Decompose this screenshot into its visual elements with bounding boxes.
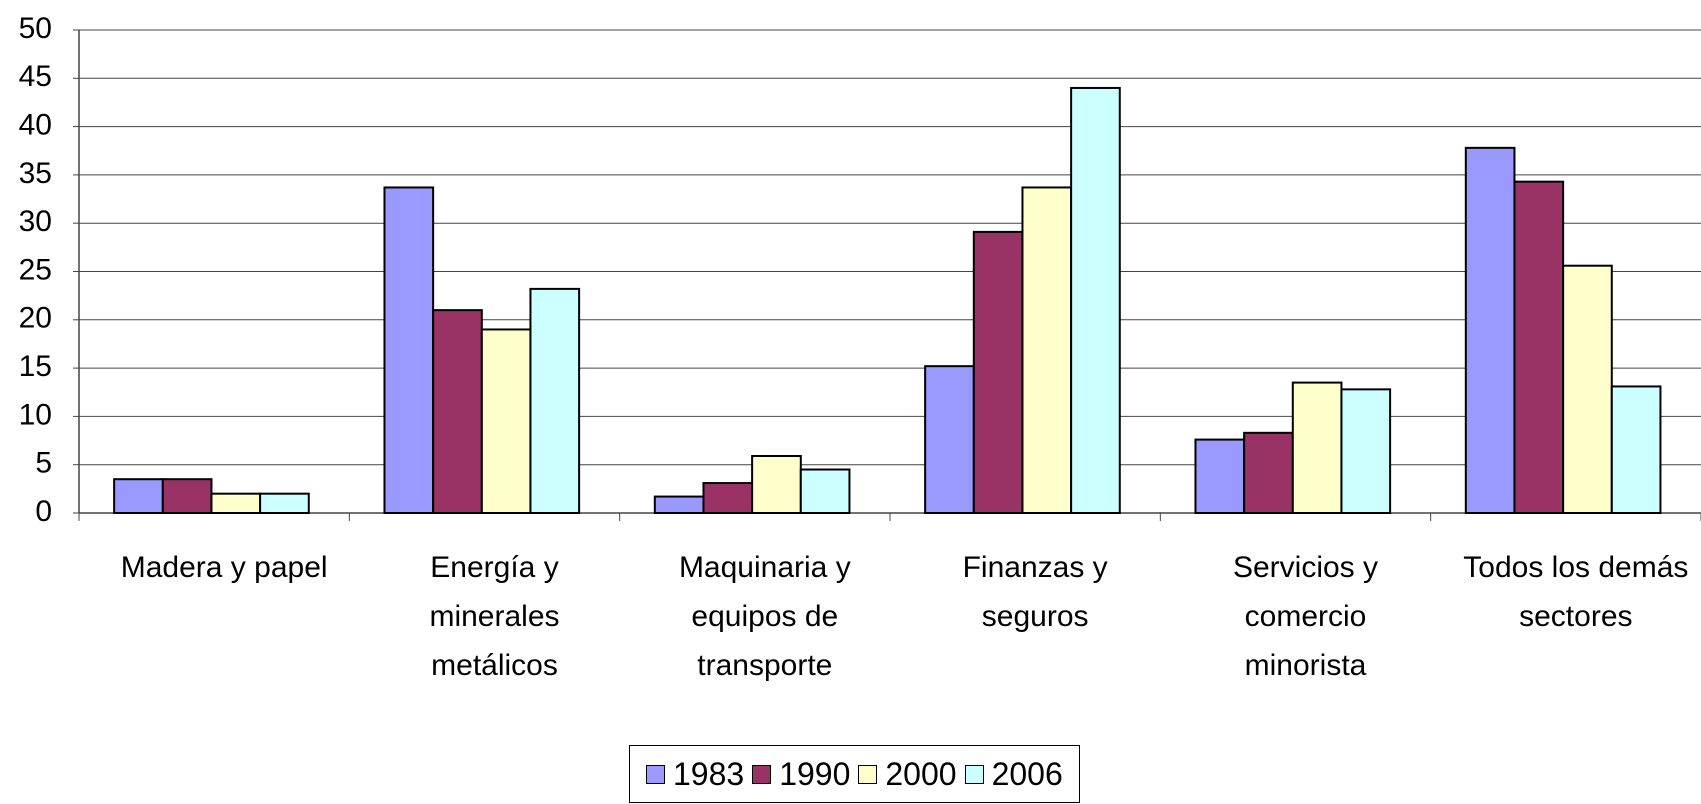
bar <box>702 482 754 514</box>
bar <box>161 478 213 515</box>
legend-swatch <box>964 764 984 784</box>
legend-swatch <box>858 764 878 784</box>
legend-label: 2000 <box>885 755 957 792</box>
bar <box>529 287 581 514</box>
legend: 1983 1990 2000 2006 <box>629 745 1080 803</box>
legend-item: 2000 <box>858 755 957 793</box>
x-tick-label: Maquinaria y equipos de transporte <box>678 551 851 682</box>
x-tick-label: Finanzas y seguros <box>962 551 1108 633</box>
bar <box>1021 186 1073 514</box>
bar <box>1513 180 1565 515</box>
y-tick-label: 20 <box>19 302 52 335</box>
y-tick-label: 35 <box>19 157 52 190</box>
bar <box>480 328 532 514</box>
legend-label: 2006 <box>991 755 1063 792</box>
legend-item: 1983 <box>646 756 744 793</box>
bar <box>751 455 802 515</box>
y-tick-label: 10 <box>19 398 52 431</box>
y-tick-label: 45 <box>19 60 52 93</box>
legend-item: 1990 <box>752 756 850 793</box>
bar <box>1194 438 1246 515</box>
bar <box>259 492 310 514</box>
x-tick-label: Energía y minerales metálicos <box>429 551 560 682</box>
y-tick-label: 30 <box>19 205 52 238</box>
bar <box>653 495 705 515</box>
y-tick-label: 50 <box>19 12 52 45</box>
bar <box>799 468 851 514</box>
x-tick-label: Todos los demás sectores <box>1463 551 1689 633</box>
bar <box>1243 431 1294 514</box>
legend-item: 2006 <box>964 755 1063 793</box>
y-tick-label: 5 <box>35 447 52 480</box>
bar <box>972 230 1024 514</box>
y-tick-label: 25 <box>19 253 52 286</box>
bar <box>1070 86 1121 515</box>
y-tick-label: 40 <box>19 109 52 142</box>
bar <box>1562 264 1613 515</box>
bar <box>113 478 164 515</box>
bar <box>1464 146 1516 515</box>
x-tick-label: Madera y papel <box>120 551 328 584</box>
bar <box>924 365 975 514</box>
y-tick-label: 0 <box>35 495 52 528</box>
x-tick-label: Servicios y comercio minorista <box>1232 551 1379 682</box>
bar <box>1340 388 1392 514</box>
bar <box>210 492 262 514</box>
bar <box>1291 381 1343 514</box>
legend-swatch <box>646 764 665 784</box>
y-tick-label: 15 <box>19 350 52 383</box>
legend-label: 1990 <box>779 755 851 792</box>
legend-swatch <box>752 764 772 784</box>
bar <box>1610 385 1662 515</box>
bar <box>432 309 483 515</box>
legend-label: 1983 <box>673 755 745 792</box>
bar <box>383 186 435 514</box>
